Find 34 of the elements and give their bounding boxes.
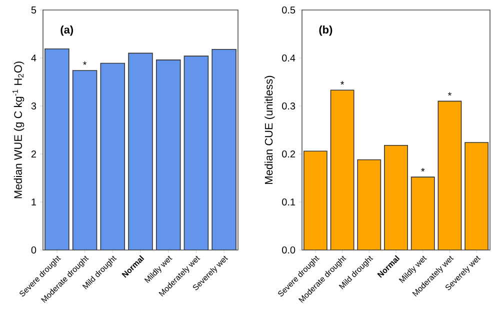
y-tick-label: 0 [31,246,36,254]
y-axis-title: Median CUE (unitless) [264,76,275,184]
annotation: * [340,81,344,85]
annotation: * [448,92,452,96]
bar [128,53,152,250]
y-tick-label: 0.1 [282,198,296,206]
bar [358,160,381,250]
y-tick-label: 3 [31,102,36,110]
bar [464,142,489,250]
y-axis-title: Median WUE (g C kg$^{-1}$ H$_{2}$O) [12,62,24,198]
bar [304,151,327,250]
bar [44,48,69,250]
bar [72,70,97,250]
bar [156,60,180,250]
y-tick-label: 0.2 [282,150,295,158]
annotation: * [83,61,87,65]
text: (a) [60,26,74,36]
bar [330,90,354,250]
y-tick-label: 1 [32,198,36,206]
annotation: * [421,168,425,172]
y-tick-label: 4 [31,54,36,62]
y-tick-label: 0.0 [282,246,296,254]
text: (b) [319,26,332,36]
bar [438,101,462,250]
bar [184,56,208,250]
y-tick-label: 0.3 [282,102,296,110]
y-tick-label: 5 [31,6,36,14]
bar [411,177,434,250]
bar [384,145,408,250]
y-tick-label: 0.5 [282,6,296,14]
y-tick-label: 2 [31,150,36,158]
y-tick-label: 0.4 [282,54,296,62]
bar [100,63,125,250]
bar [212,48,236,250]
